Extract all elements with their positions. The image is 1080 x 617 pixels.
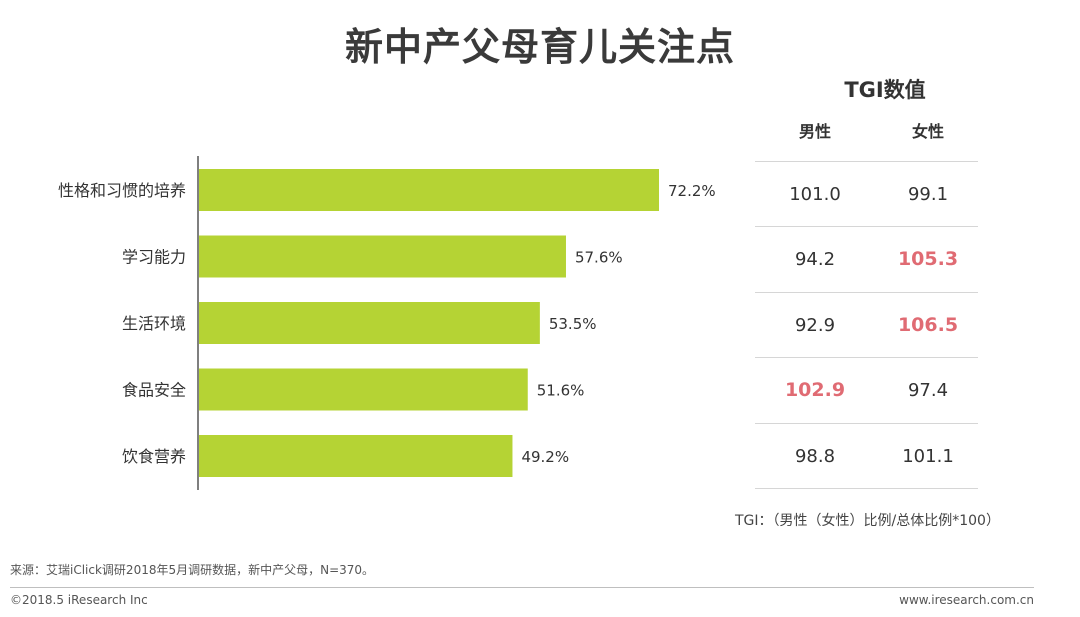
bar: [199, 435, 513, 477]
tgi-male-value: 92.9: [794, 315, 836, 336]
tgi-formula-note: TGI：（男性（女性）比例/总体比例*100）: [735, 513, 1000, 529]
tgi-row: 98.8 101.1: [755, 423, 978, 489]
category-label: 食品安全: [122, 381, 186, 400]
tgi-female-value: 101.1: [902, 446, 954, 467]
copyright: ©2018.5 iResearch Inc: [10, 593, 148, 607]
category-label: 生活环境: [122, 314, 186, 333]
tgi-title: TGI数值: [844, 78, 926, 102]
category-label: 饮食营养: [122, 447, 186, 466]
tgi-male-value: 102.9: [784, 379, 846, 401]
tgi-male-value: 101.0: [789, 184, 841, 205]
bar-chart: 性格和习惯的培养 72.2% 学习能力 57.6% 生活环境 53.5% 食品安全 51.6%…: [58, 156, 716, 490]
website-link[interactable]: www.iresearch.com.cn: [899, 593, 1034, 607]
tgi-male-value: 98.8: [794, 446, 836, 467]
bar: [199, 302, 540, 344]
tgi-header-male: 男性: [798, 122, 831, 141]
value-label: 53.5%: [549, 315, 597, 333]
value-label: 51.6%: [537, 382, 585, 400]
value-label: 49.2%: [521, 448, 569, 466]
category-label: 性格和习惯的培养: [58, 181, 186, 200]
category-label: 学习能力: [122, 248, 186, 267]
tgi-bottom-rule: [755, 488, 978, 489]
tgi-female-value: 99.1: [907, 184, 949, 205]
tgi-header-female: 女性: [911, 122, 944, 141]
page-title: 新中产父母育儿关注点: [344, 25, 735, 69]
tgi-row: 101.0 99.1: [755, 161, 978, 227]
tgi-female-value: 97.4: [907, 380, 949, 401]
tgi-female-value: 105.3: [897, 248, 959, 270]
bar: [199, 368, 528, 411]
bar: [199, 169, 659, 211]
tgi-male-value: 94.2: [794, 249, 836, 270]
value-label: 57.6%: [575, 249, 623, 267]
tgi-row: 102.9 97.4: [755, 357, 978, 423]
tgi-female-value: 106.5: [897, 314, 959, 336]
tgi-row: 92.9 106.5: [755, 292, 978, 358]
value-label: 72.2%: [668, 182, 716, 200]
bar: [199, 235, 566, 278]
tgi-row: 94.2 105.3: [755, 226, 978, 292]
source-note: 来源：艾瑞iClick调研2018年5月调研数据，新中产父母，N=370。: [10, 563, 375, 577]
footer-divider: [10, 587, 1034, 588]
